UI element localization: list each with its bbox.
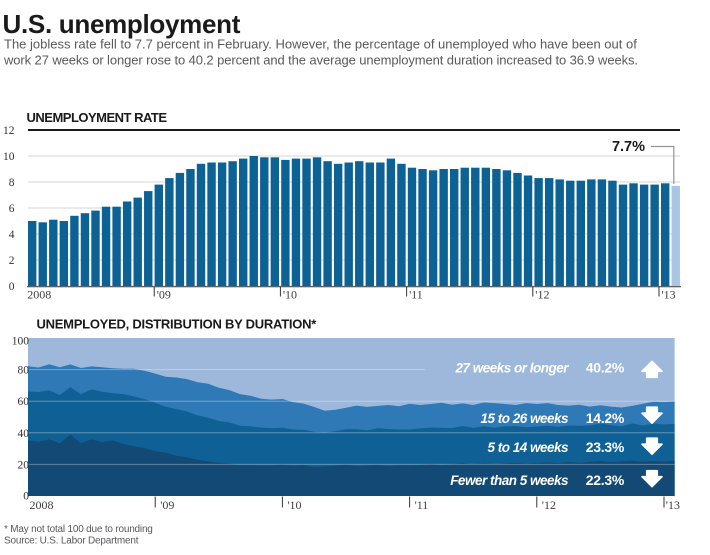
- svg-text:'10: '10: [283, 288, 297, 302]
- svg-text:Source: U.S. Labor Department: Source: U.S. Labor Department: [4, 536, 139, 547]
- svg-text:0: 0: [9, 281, 15, 293]
- svg-text:4: 4: [9, 229, 15, 241]
- svg-text:23.3%: 23.3%: [586, 439, 625, 455]
- svg-text:0: 0: [23, 491, 29, 503]
- svg-text:10: 10: [3, 151, 15, 163]
- svg-text:40.2%: 40.2%: [586, 360, 625, 376]
- svg-text:The jobless rate fell to 7.7 p: The jobless rate fell to 7.7 percent in …: [4, 37, 637, 52]
- svg-text:80: 80: [18, 365, 30, 377]
- svg-text:22.3%: 22.3%: [586, 472, 625, 488]
- svg-text:U.S. unemployment: U.S. unemployment: [3, 9, 241, 39]
- svg-text:* May not total 100 due to rou: * May not total 100 due to rounding: [4, 524, 153, 535]
- svg-text:40: 40: [18, 428, 30, 440]
- svg-text:'12: '12: [535, 288, 549, 302]
- svg-text:2: 2: [9, 255, 15, 267]
- svg-text:15 to 26 weeks: 15 to 26 weeks: [480, 411, 569, 426]
- svg-text:14.2%: 14.2%: [586, 410, 625, 426]
- svg-text:'09: '09: [160, 498, 174, 512]
- svg-text:'10: '10: [287, 498, 301, 512]
- svg-text:'13: '13: [662, 288, 676, 302]
- svg-text:'12: '12: [542, 498, 556, 512]
- svg-text:27 weeks or longer: 27 weeks or longer: [454, 361, 569, 376]
- svg-text:6: 6: [9, 203, 15, 215]
- svg-text:UNEMPLOYMENT RATE: UNEMPLOYMENT RATE: [27, 110, 168, 125]
- svg-text:20: 20: [18, 459, 30, 471]
- svg-text:Fewer than 5 weeks: Fewer than 5 weeks: [450, 473, 569, 488]
- svg-text:'09: '09: [157, 288, 171, 302]
- svg-text:8: 8: [9, 177, 15, 189]
- svg-text:'11: '11: [409, 288, 423, 302]
- svg-text:7.7%: 7.7%: [612, 139, 645, 155]
- svg-text:UNEMPLOYED, DISTRIBUTION BY DU: UNEMPLOYED, DISTRIBUTION BY DURATION*: [37, 317, 318, 332]
- svg-text:work 27 weeks or longer rose t: work 27 weeks or longer rose to 40.2 per…: [3, 53, 638, 68]
- svg-text:60: 60: [18, 396, 30, 408]
- svg-text:'13: '13: [666, 498, 680, 512]
- svg-text:100: 100: [12, 336, 30, 348]
- svg-text:'11: '11: [415, 498, 429, 512]
- svg-text:2008: 2008: [30, 498, 54, 512]
- svg-text:5 to 14 weeks: 5 to 14 weeks: [487, 440, 569, 455]
- svg-text:2008: 2008: [27, 288, 51, 302]
- svg-text:12: 12: [3, 125, 15, 137]
